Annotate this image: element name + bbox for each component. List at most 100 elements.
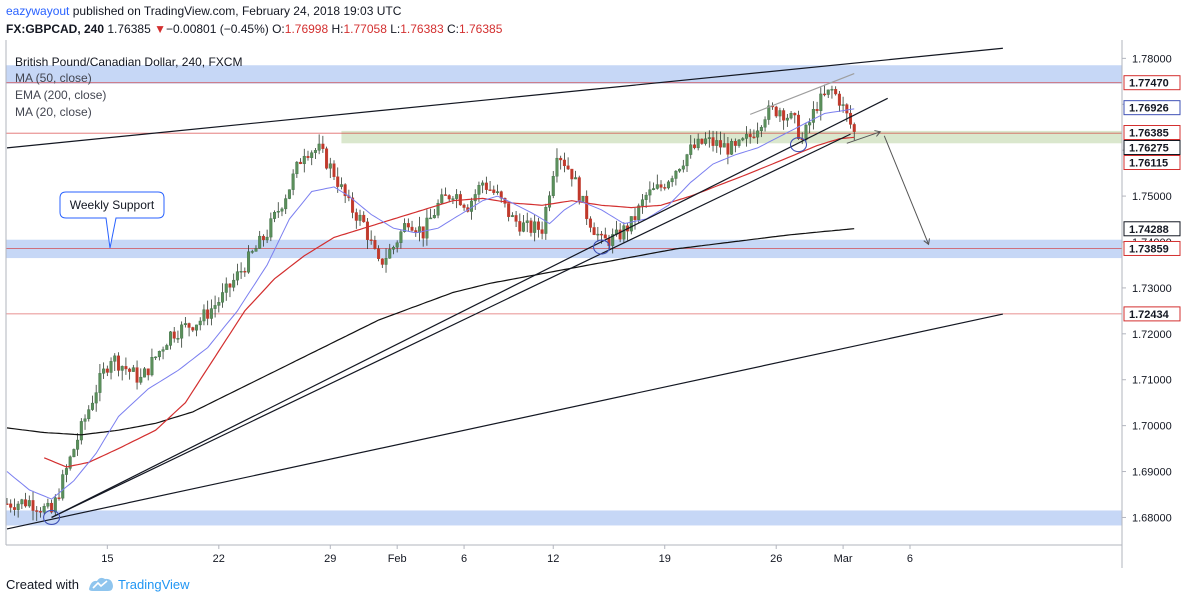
candle[interactable]	[68, 455, 72, 471]
candle[interactable]	[165, 343, 169, 350]
candle[interactable]	[313, 147, 317, 160]
author-link[interactable]: eazywayout	[6, 4, 70, 18]
candle[interactable]	[250, 249, 254, 254]
candle[interactable]	[570, 168, 574, 187]
candle[interactable]	[109, 357, 113, 380]
candle[interactable]	[429, 208, 433, 220]
candle[interactable]	[640, 194, 644, 214]
candle[interactable]	[317, 134, 321, 155]
candle[interactable]	[555, 148, 559, 183]
candle[interactable]	[540, 221, 544, 240]
candle[interactable]	[633, 208, 637, 230]
candle[interactable]	[217, 297, 221, 313]
candle[interactable]	[9, 499, 13, 513]
candle[interactable]	[362, 211, 366, 223]
projection-down-arrow[interactable]	[883, 135, 930, 245]
candle[interactable]	[287, 189, 291, 200]
candle[interactable]	[131, 364, 135, 372]
legend-ma50[interactable]: MA (50, close)	[15, 71, 92, 85]
price-tag[interactable]: 1.76275	[1123, 140, 1181, 156]
candle[interactable]	[239, 262, 243, 279]
candle[interactable]	[663, 183, 667, 191]
candle[interactable]	[782, 108, 786, 130]
candle[interactable]	[774, 105, 778, 118]
candle[interactable]	[35, 506, 39, 521]
price-tag[interactable]: 1.72434	[1123, 306, 1181, 322]
candle[interactable]	[830, 85, 834, 99]
plot-area[interactable]	[6, 40, 1122, 545]
candle[interactable]	[525, 212, 529, 233]
candle[interactable]	[666, 180, 670, 190]
candle[interactable]	[42, 503, 46, 514]
candle[interactable]	[325, 146, 329, 170]
candle[interactable]	[291, 169, 295, 196]
candle[interactable]	[451, 196, 455, 205]
candle[interactable]	[83, 414, 87, 430]
candle[interactable]	[31, 490, 35, 521]
candle[interactable]	[678, 168, 682, 173]
candle[interactable]	[718, 131, 722, 155]
tradingview-link[interactable]: TradingView	[118, 577, 190, 592]
price-tag[interactable]: 1.77470	[1123, 75, 1181, 91]
candle[interactable]	[202, 304, 206, 326]
candle[interactable]	[351, 192, 355, 219]
candle[interactable]	[321, 135, 325, 153]
candle[interactable]	[492, 185, 496, 195]
candle[interactable]	[652, 182, 656, 191]
candle[interactable]	[254, 245, 258, 252]
candle[interactable]	[187, 322, 191, 337]
candle[interactable]	[135, 360, 139, 390]
candle[interactable]	[46, 498, 50, 509]
candle[interactable]	[722, 133, 726, 148]
ma20-line[interactable]	[6, 108, 855, 500]
candle[interactable]	[707, 130, 711, 148]
tradingview-logo-icon[interactable]	[88, 575, 114, 593]
candle[interactable]	[711, 130, 715, 152]
candle[interactable]	[12, 498, 16, 516]
candle[interactable]	[826, 89, 830, 99]
candle[interactable]	[785, 113, 789, 127]
candle[interactable]	[432, 208, 436, 219]
candle[interactable]	[763, 116, 767, 132]
ma50-line[interactable]	[43, 136, 855, 468]
candle[interactable]	[689, 135, 693, 159]
candle[interactable]	[588, 216, 592, 233]
candle[interactable]	[105, 365, 109, 377]
candle[interactable]	[183, 316, 187, 328]
candle[interactable]	[566, 157, 570, 171]
candle[interactable]	[730, 138, 734, 155]
candle[interactable]	[365, 218, 369, 250]
candle[interactable]	[443, 187, 447, 196]
candle[interactable]	[741, 137, 745, 142]
candle[interactable]	[269, 212, 273, 242]
candle[interactable]	[206, 300, 210, 326]
candle[interactable]	[421, 226, 425, 247]
candle[interactable]	[247, 245, 251, 274]
candle[interactable]	[399, 229, 403, 249]
candle[interactable]	[510, 212, 514, 218]
candle[interactable]	[295, 161, 299, 178]
candle[interactable]	[756, 122, 760, 144]
candle[interactable]	[261, 234, 265, 247]
candle[interactable]	[696, 133, 700, 151]
candle[interactable]	[395, 240, 399, 253]
trend-line[interactable]	[51, 133, 851, 518]
candle[interactable]	[581, 195, 585, 202]
trend-line[interactable]	[749, 72, 855, 115]
candle[interactable]	[120, 365, 124, 381]
candle[interactable]	[692, 138, 696, 150]
candle[interactable]	[146, 368, 150, 381]
candle[interactable]	[139, 368, 143, 385]
candle[interactable]	[536, 217, 540, 238]
candle[interactable]	[276, 202, 280, 218]
candle[interactable]	[518, 213, 522, 236]
candle[interactable]	[674, 170, 678, 186]
candle[interactable]	[507, 203, 511, 222]
ema200-line[interactable]	[6, 228, 855, 436]
highlight-circle[interactable]	[789, 137, 808, 153]
candle[interactable]	[551, 171, 555, 199]
candle[interactable]	[358, 209, 362, 226]
candle[interactable]	[38, 507, 42, 518]
candle[interactable]	[574, 170, 578, 180]
candle[interactable]	[79, 418, 83, 445]
